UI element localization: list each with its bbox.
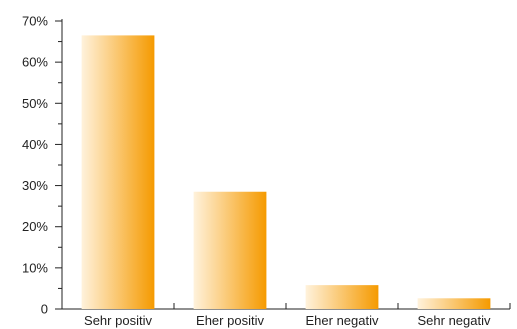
y-tick-label: 50% bbox=[22, 96, 48, 111]
bar bbox=[305, 285, 379, 309]
y-axis: 0 10% 20% 30% 40% 50% 60% 70% bbox=[22, 14, 63, 317]
bar bbox=[193, 191, 267, 309]
bar bbox=[81, 35, 155, 310]
x-category-label: Eher negativ bbox=[306, 313, 379, 328]
y-tick-label: 40% bbox=[22, 137, 48, 152]
y-tick-label: 20% bbox=[22, 219, 48, 234]
x-category-label: Sehr negativ bbox=[418, 313, 491, 328]
x-category-label: Eher positiv bbox=[196, 313, 264, 328]
x-category-label: Sehr positiv bbox=[84, 313, 152, 328]
y-tick-label: 70% bbox=[22, 14, 48, 29]
y-tick-label: 30% bbox=[22, 178, 48, 193]
y-tick-label: 10% bbox=[22, 260, 48, 275]
y-tick-label: 60% bbox=[22, 55, 48, 70]
category-labels: Sehr positiv Eher positiv Eher negativ Sehr… bbox=[84, 313, 491, 328]
bars bbox=[81, 35, 491, 310]
y-tick-label: 0 bbox=[41, 302, 48, 317]
bar bbox=[417, 298, 491, 309]
